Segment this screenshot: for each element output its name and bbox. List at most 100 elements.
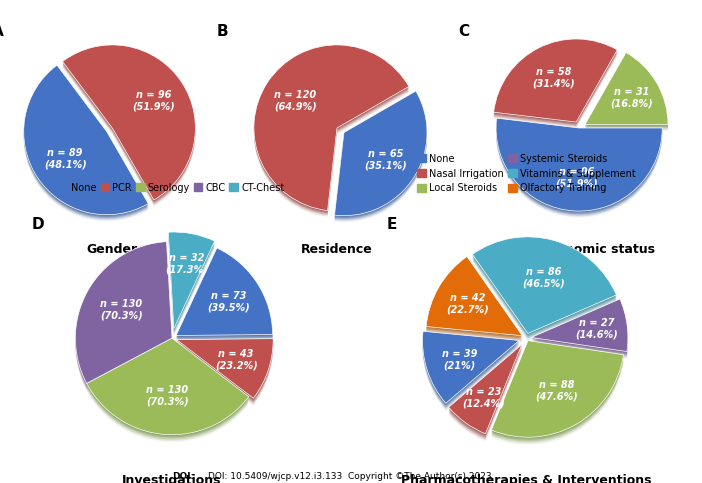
Wedge shape [472,244,616,341]
Wedge shape [62,45,195,200]
Title: Investigations: Investigations [122,474,222,483]
Wedge shape [585,54,668,126]
Wedge shape [177,344,273,403]
Wedge shape [531,301,628,354]
Wedge shape [254,52,409,217]
Wedge shape [496,118,662,211]
Wedge shape [335,97,427,221]
Wedge shape [24,69,148,218]
Wedge shape [62,52,195,207]
Wedge shape [423,335,519,407]
Wedge shape [423,338,519,410]
Wedge shape [335,93,427,218]
Text: n = 96
(51.9%): n = 96 (51.9%) [555,167,597,188]
Text: C: C [458,24,470,39]
Legend: Low, Middle, High: Low, Middle, High [510,0,649,2]
Wedge shape [531,305,628,358]
Wedge shape [496,119,662,212]
Wedge shape [585,57,668,129]
Text: n = 86
(46.5%): n = 86 (46.5%) [522,267,565,288]
Wedge shape [168,232,215,328]
Wedge shape [24,66,148,216]
Text: n = 88
(47.6%): n = 88 (47.6%) [535,380,578,402]
Wedge shape [176,252,272,340]
Wedge shape [585,56,668,128]
Text: n = 130
(70.3%): n = 130 (70.3%) [146,385,189,407]
Wedge shape [62,48,195,203]
Wedge shape [496,125,662,218]
Wedge shape [177,340,273,399]
Wedge shape [494,43,617,127]
Wedge shape [585,53,668,125]
Text: n = 39
(21%): n = 39 (21%) [442,349,477,370]
Wedge shape [449,352,522,441]
Wedge shape [75,242,172,384]
Wedge shape [24,72,148,221]
Text: DOI:: DOI: [172,471,194,481]
Text: n = 58
(31.4%): n = 58 (31.4%) [532,67,575,88]
Wedge shape [86,340,249,436]
Text: n = 23
(12.4%): n = 23 (12.4%) [462,387,505,409]
Wedge shape [426,262,522,341]
Wedge shape [75,247,172,388]
Wedge shape [426,260,522,340]
Wedge shape [423,333,519,405]
Wedge shape [254,49,409,215]
Wedge shape [423,339,519,411]
Wedge shape [176,249,272,337]
Wedge shape [335,92,427,217]
Text: n = 43
(23.2%): n = 43 (23.2%) [215,349,258,370]
Text: n = 42
(22.7%): n = 42 (22.7%) [446,293,489,315]
Text: D: D [32,217,44,232]
Wedge shape [168,236,215,332]
Wedge shape [472,242,616,339]
Wedge shape [585,59,668,131]
Wedge shape [449,347,522,436]
Wedge shape [472,238,616,335]
Wedge shape [176,253,272,341]
Wedge shape [423,331,519,403]
Legend: None, Nasal Irrigation, Local Steroids, Systemic Steroids, Vitamins & Supplement: None, Nasal Irrigation, Local Steroids, … [413,150,640,197]
Wedge shape [494,45,617,128]
Wedge shape [75,248,172,390]
Wedge shape [177,345,273,405]
Wedge shape [449,351,522,440]
Wedge shape [86,341,249,437]
Wedge shape [494,43,617,126]
Wedge shape [62,46,195,201]
Wedge shape [531,299,628,352]
Title: Residence: Residence [301,242,373,256]
Wedge shape [491,346,623,442]
Wedge shape [426,259,522,338]
Wedge shape [62,47,195,202]
Wedge shape [531,304,628,356]
Wedge shape [24,65,148,215]
Wedge shape [176,251,272,338]
Wedge shape [254,45,409,211]
Text: DOI: 10.5409/wjcp.v12.i3.133  Copyright ©The Author(s) 2023.: DOI: 10.5409/wjcp.v12.i3.133 Copyright ©… [208,471,494,481]
Wedge shape [86,344,249,441]
Text: B: B [216,24,228,39]
Wedge shape [426,263,522,342]
Wedge shape [176,248,272,336]
Wedge shape [176,255,272,342]
Legend: Male, Female: Male, Female [60,0,165,2]
Wedge shape [62,50,195,205]
Wedge shape [494,39,617,122]
Text: n = 65
(35.1%): n = 65 (35.1%) [364,149,407,170]
Wedge shape [472,237,616,333]
Wedge shape [423,337,519,409]
Wedge shape [531,300,628,353]
Legend: Urban, Rural: Urban, Rural [286,0,388,2]
Wedge shape [75,245,172,387]
Text: n = 31
(16.8%): n = 31 (16.8%) [610,87,653,108]
Wedge shape [491,341,623,437]
Wedge shape [168,237,215,334]
Wedge shape [472,240,616,336]
Wedge shape [75,249,172,391]
Wedge shape [335,91,427,215]
Text: n = 89
(48.1%): n = 89 (48.1%) [44,148,86,170]
Wedge shape [426,258,522,337]
Wedge shape [494,40,617,123]
Wedge shape [62,49,195,204]
